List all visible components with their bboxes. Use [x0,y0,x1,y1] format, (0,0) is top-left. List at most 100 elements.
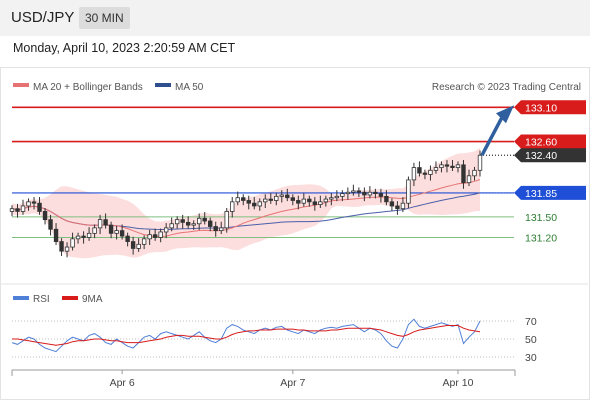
candle-body [26,201,31,207]
candle-body [466,175,472,184]
candle-body [213,226,218,232]
candle-body [406,179,411,204]
rsi-legend-swatch [13,296,29,300]
candle-body [119,230,125,237]
ma20-line [11,179,481,238]
rsi-axis-label: 30 [525,352,537,364]
candle-body [439,164,444,168]
candles [9,105,514,258]
projection-arrow-shaft [480,116,504,157]
candle-body [356,190,362,193]
ma9-legend-swatch [62,296,78,300]
candle-body [252,202,257,207]
candle-body [312,201,318,205]
candle-body [108,224,114,234]
candle-body [152,234,158,238]
candle-body [196,217,202,225]
candle-body [230,201,235,212]
projection-arrow-head [496,105,514,124]
candle-body [395,205,400,210]
candle-body [400,202,406,210]
candle-body [42,211,48,221]
key-levels [12,106,514,238]
candle-body [191,223,196,226]
x-tick-label: Apr 10 [443,377,474,389]
candle-body [241,197,246,201]
candle-body [92,227,97,234]
candle-body [444,164,450,167]
support-2-label: 131.20 [525,232,557,244]
candle-body [37,202,42,212]
candle-body [64,246,70,252]
candle-body [141,238,147,245]
candle-body [296,200,301,204]
candle-body [329,197,334,200]
candle-body [257,201,262,207]
candle-body [235,197,240,203]
candle-body [318,201,323,205]
candle-body [378,193,384,197]
candle-body [15,208,20,212]
candle-body [433,167,439,171]
candle-body [417,167,422,174]
candle-body [97,219,103,229]
candle-body [301,198,307,204]
candle-body [224,211,229,229]
candle-body [147,234,152,240]
support-1-label: 131.50 [525,212,557,224]
x-tick-label: Apr 6 [110,377,135,389]
moving-averages [11,179,481,238]
candle-body [279,194,284,197]
ma9-legend-label: 9MA [82,294,103,305]
pivot-label: 131.85 [525,188,557,200]
resistance-2-tag [514,100,586,115]
ma9-line [12,325,481,346]
bollinger-band [12,147,480,259]
rsi-axis-label: 70 [525,316,537,328]
rsi-line [11,318,481,353]
candle-body [48,219,53,230]
x-axis: Apr 6 Apr 7 Apr 10 [11,369,516,389]
candle-body [455,164,461,168]
candle-body [345,191,351,195]
ma20-legend-label: MA 20 + Bollinger Bands [33,82,143,93]
candle-body [362,191,367,196]
candle-body [428,169,433,175]
timeframe-button[interactable]: 30 MIN [79,7,130,29]
candle-body [340,193,345,197]
candle-body [59,241,64,252]
candle-body [290,197,295,201]
rsi-legend-label: RSI [33,294,50,305]
candle-body [263,198,268,203]
candle-body [384,195,389,203]
candle-body [9,208,15,212]
candle-body [130,241,136,249]
candle-body [169,223,174,229]
candle-body [422,172,428,175]
candle-body [461,164,466,184]
resistance-1-label: 132.60 [525,137,557,149]
resistance-1-tag [514,134,586,149]
candle-body [334,195,340,199]
candle-body [174,219,180,225]
candle-body [323,198,329,203]
candle-body [163,227,169,233]
candle-body [208,220,213,227]
candle-body [389,201,395,207]
rsi-axis-label: 50 [525,334,537,346]
candle-body [450,165,455,168]
candle-body [307,198,312,203]
rsi-panel: 70 50 30 [11,316,537,364]
x-tick-label: Apr 7 [280,377,305,389]
candle-body [477,154,483,171]
candle-body [70,238,75,248]
candle-body [285,194,290,199]
currency-pair-title: USD/JPY [11,9,75,26]
bollinger-band-area [12,147,480,259]
last-price-tag [514,148,586,163]
ma50-legend-swatch [155,83,171,87]
candle-body [31,201,37,204]
candle-body [472,169,477,177]
credit-label: Research © 2023 Trading Central [432,82,581,93]
